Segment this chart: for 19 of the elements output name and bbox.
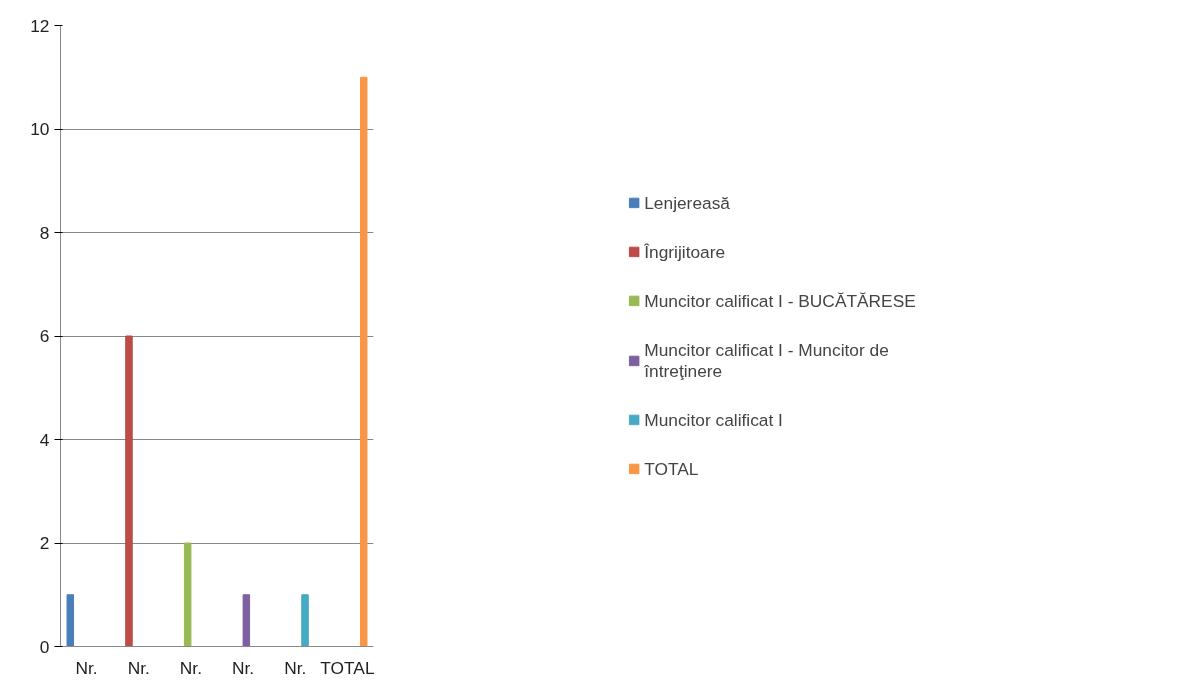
- y-tick-label: 4: [39, 429, 50, 450]
- legend-label: Lenjereasă: [644, 192, 730, 213]
- x-tick-label: Nr.: [284, 657, 307, 678]
- x-tick-label: Nr.: [179, 657, 202, 678]
- y-tick-label: 6: [39, 326, 50, 346]
- x-tick-label: Nr.: [75, 657, 98, 678]
- legend-label: Muncitor calificat I - Muncitor de întreţinere: [644, 339, 889, 381]
- legend-label: TOTAL: [644, 458, 699, 479]
- y-tick-label: 0: [39, 636, 50, 657]
- legend-label: Muncitor calificat I - BUCĂTĂRESE: [644, 290, 916, 311]
- x-tick-label: TOTAL: [320, 657, 375, 678]
- y-tick-label: 12: [30, 15, 50, 36]
- legend-label: Îngrijitoare: [644, 241, 726, 262]
- y-tick-label: 10: [30, 119, 50, 139]
- y-tick-label: 8: [39, 222, 50, 243]
- y-tick-label: 2: [39, 533, 50, 553]
- x-tick-label: Nr.: [127, 657, 150, 678]
- x-tick-label: Nr.: [232, 657, 255, 678]
- legend-label: Muncitor calificat I: [644, 409, 783, 430]
